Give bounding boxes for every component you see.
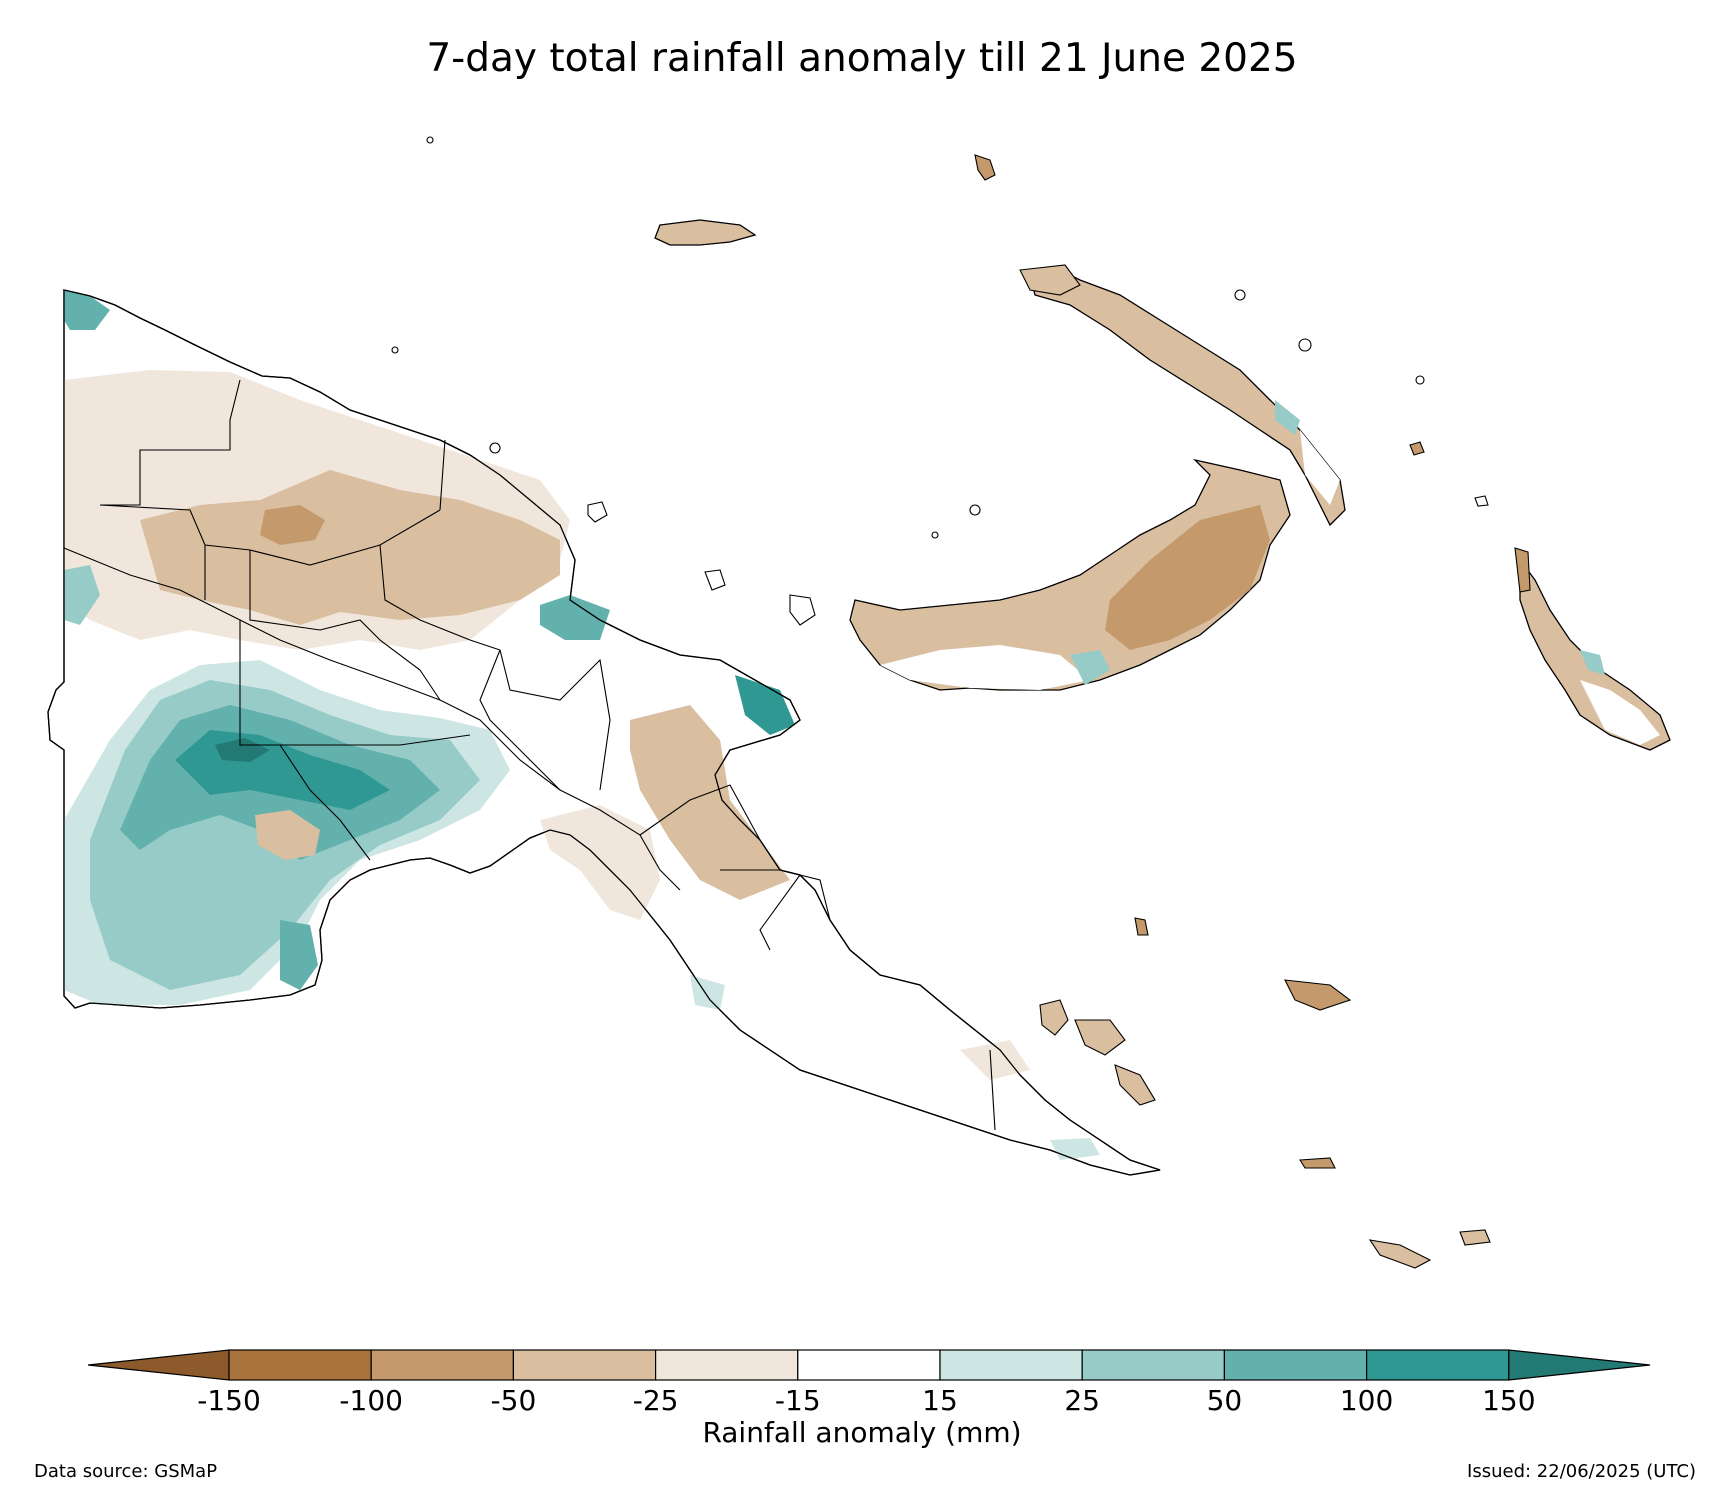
colorbar-tick-label: 50 bbox=[1206, 1384, 1243, 1417]
colorbar-bin bbox=[370, 1349, 515, 1381]
islet-8 bbox=[931, 531, 939, 539]
colorbar-bin bbox=[1365, 1349, 1510, 1381]
colorbar-tick-label: -100 bbox=[339, 1384, 403, 1417]
karkar-island bbox=[587, 501, 608, 523]
new-ireland bbox=[1029, 269, 1346, 527]
mainland-wet-peak bbox=[215, 738, 270, 762]
normanby-island bbox=[1114, 1064, 1156, 1106]
trobriand-island bbox=[1134, 917, 1149, 936]
colorbar-bin bbox=[512, 1349, 657, 1381]
colorbar-tick-label: -15 bbox=[774, 1384, 821, 1417]
mainland-dry-mid bbox=[140, 470, 560, 625]
colorbar-tick-label: 25 bbox=[1064, 1384, 1101, 1417]
islet-6 bbox=[1415, 375, 1425, 385]
colorbar-tick-label: -150 bbox=[197, 1384, 261, 1417]
colorbar-title: Rainfall anomaly (mm) bbox=[702, 1416, 1022, 1449]
colorbar-bin bbox=[228, 1349, 372, 1381]
islet-7 bbox=[969, 504, 981, 516]
small-islands bbox=[391, 136, 1531, 1269]
long-island bbox=[704, 569, 726, 591]
woodlark-island bbox=[1284, 979, 1352, 1011]
nissan-island bbox=[1474, 495, 1489, 507]
colorbar-bin bbox=[797, 1349, 941, 1381]
map-title: 7-day total rainfall anomaly till 21 Jun… bbox=[426, 36, 1298, 81]
islet-5 bbox=[1298, 338, 1312, 352]
colorbar bbox=[87, 1349, 1651, 1381]
bougainville-wet bbox=[1580, 650, 1605, 675]
rossel-island bbox=[1459, 1229, 1491, 1246]
islet-2 bbox=[391, 346, 399, 354]
mainland-coastline bbox=[47, 289, 1161, 1176]
colorbar-bin bbox=[939, 1349, 1083, 1381]
buka-island bbox=[1514, 547, 1531, 593]
umboi-island bbox=[789, 594, 816, 626]
south-coast-dry bbox=[540, 805, 660, 920]
fergusson-island bbox=[1074, 1019, 1126, 1056]
province-borders bbox=[63, 379, 996, 1131]
mainland-wet-south bbox=[280, 920, 318, 990]
new-britain-south-white bbox=[880, 645, 1090, 690]
southeast-dry-patch bbox=[960, 1040, 1030, 1080]
new-ireland-land bbox=[1029, 269, 1346, 527]
colorbar-tick-label: -25 bbox=[632, 1384, 679, 1417]
madang-wet bbox=[540, 595, 610, 640]
new-ireland-wet bbox=[1275, 400, 1300, 435]
data-source-note: Data source: GSMaP bbox=[34, 1461, 218, 1482]
colorbar-tick-label: 150 bbox=[1482, 1384, 1536, 1417]
islet-3 bbox=[489, 442, 501, 454]
new-britain-wet bbox=[1070, 650, 1110, 685]
bougainville bbox=[1519, 558, 1671, 751]
mainland-dry-pocket bbox=[255, 810, 320, 860]
colorbar-tick-label: 15 bbox=[922, 1384, 958, 1417]
west-wet-patch bbox=[64, 565, 100, 625]
manus-island bbox=[654, 219, 757, 246]
islet-1 bbox=[426, 136, 434, 144]
colorbar-bin bbox=[1223, 1349, 1368, 1381]
islet-4 bbox=[1234, 289, 1246, 301]
colorbar-bin bbox=[654, 1349, 799, 1381]
bougainville-land bbox=[1519, 558, 1671, 751]
colorbar-bin bbox=[1081, 1349, 1225, 1381]
mussau-island bbox=[974, 154, 996, 181]
east-coast-dry bbox=[630, 705, 790, 900]
mainland-region bbox=[47, 289, 1161, 1176]
northwest-wet-patch bbox=[64, 290, 110, 330]
colorbar-tick-label: -50 bbox=[490, 1384, 537, 1417]
new-ireland-south-white bbox=[1300, 430, 1340, 505]
new-britain-core bbox=[1105, 505, 1270, 650]
manus-land bbox=[654, 219, 757, 246]
bougainville-white bbox=[1580, 680, 1660, 745]
issued-date-note: Issued: 22/06/2025 (UTC) bbox=[1467, 1461, 1696, 1482]
sudest-island bbox=[1368, 1239, 1432, 1269]
new-hanover bbox=[1019, 264, 1081, 296]
new-britain bbox=[849, 458, 1291, 691]
colorbar-tick-label: 100 bbox=[1339, 1384, 1394, 1417]
goodenough-island bbox=[1039, 999, 1069, 1036]
madang-point-wet bbox=[735, 675, 795, 735]
feni-island bbox=[1409, 441, 1425, 456]
mainland-dry-core bbox=[260, 505, 325, 545]
colorbar-extend-high bbox=[1508, 1349, 1651, 1381]
colorbar-extend-low bbox=[87, 1349, 230, 1381]
misima-island bbox=[1299, 1157, 1336, 1169]
